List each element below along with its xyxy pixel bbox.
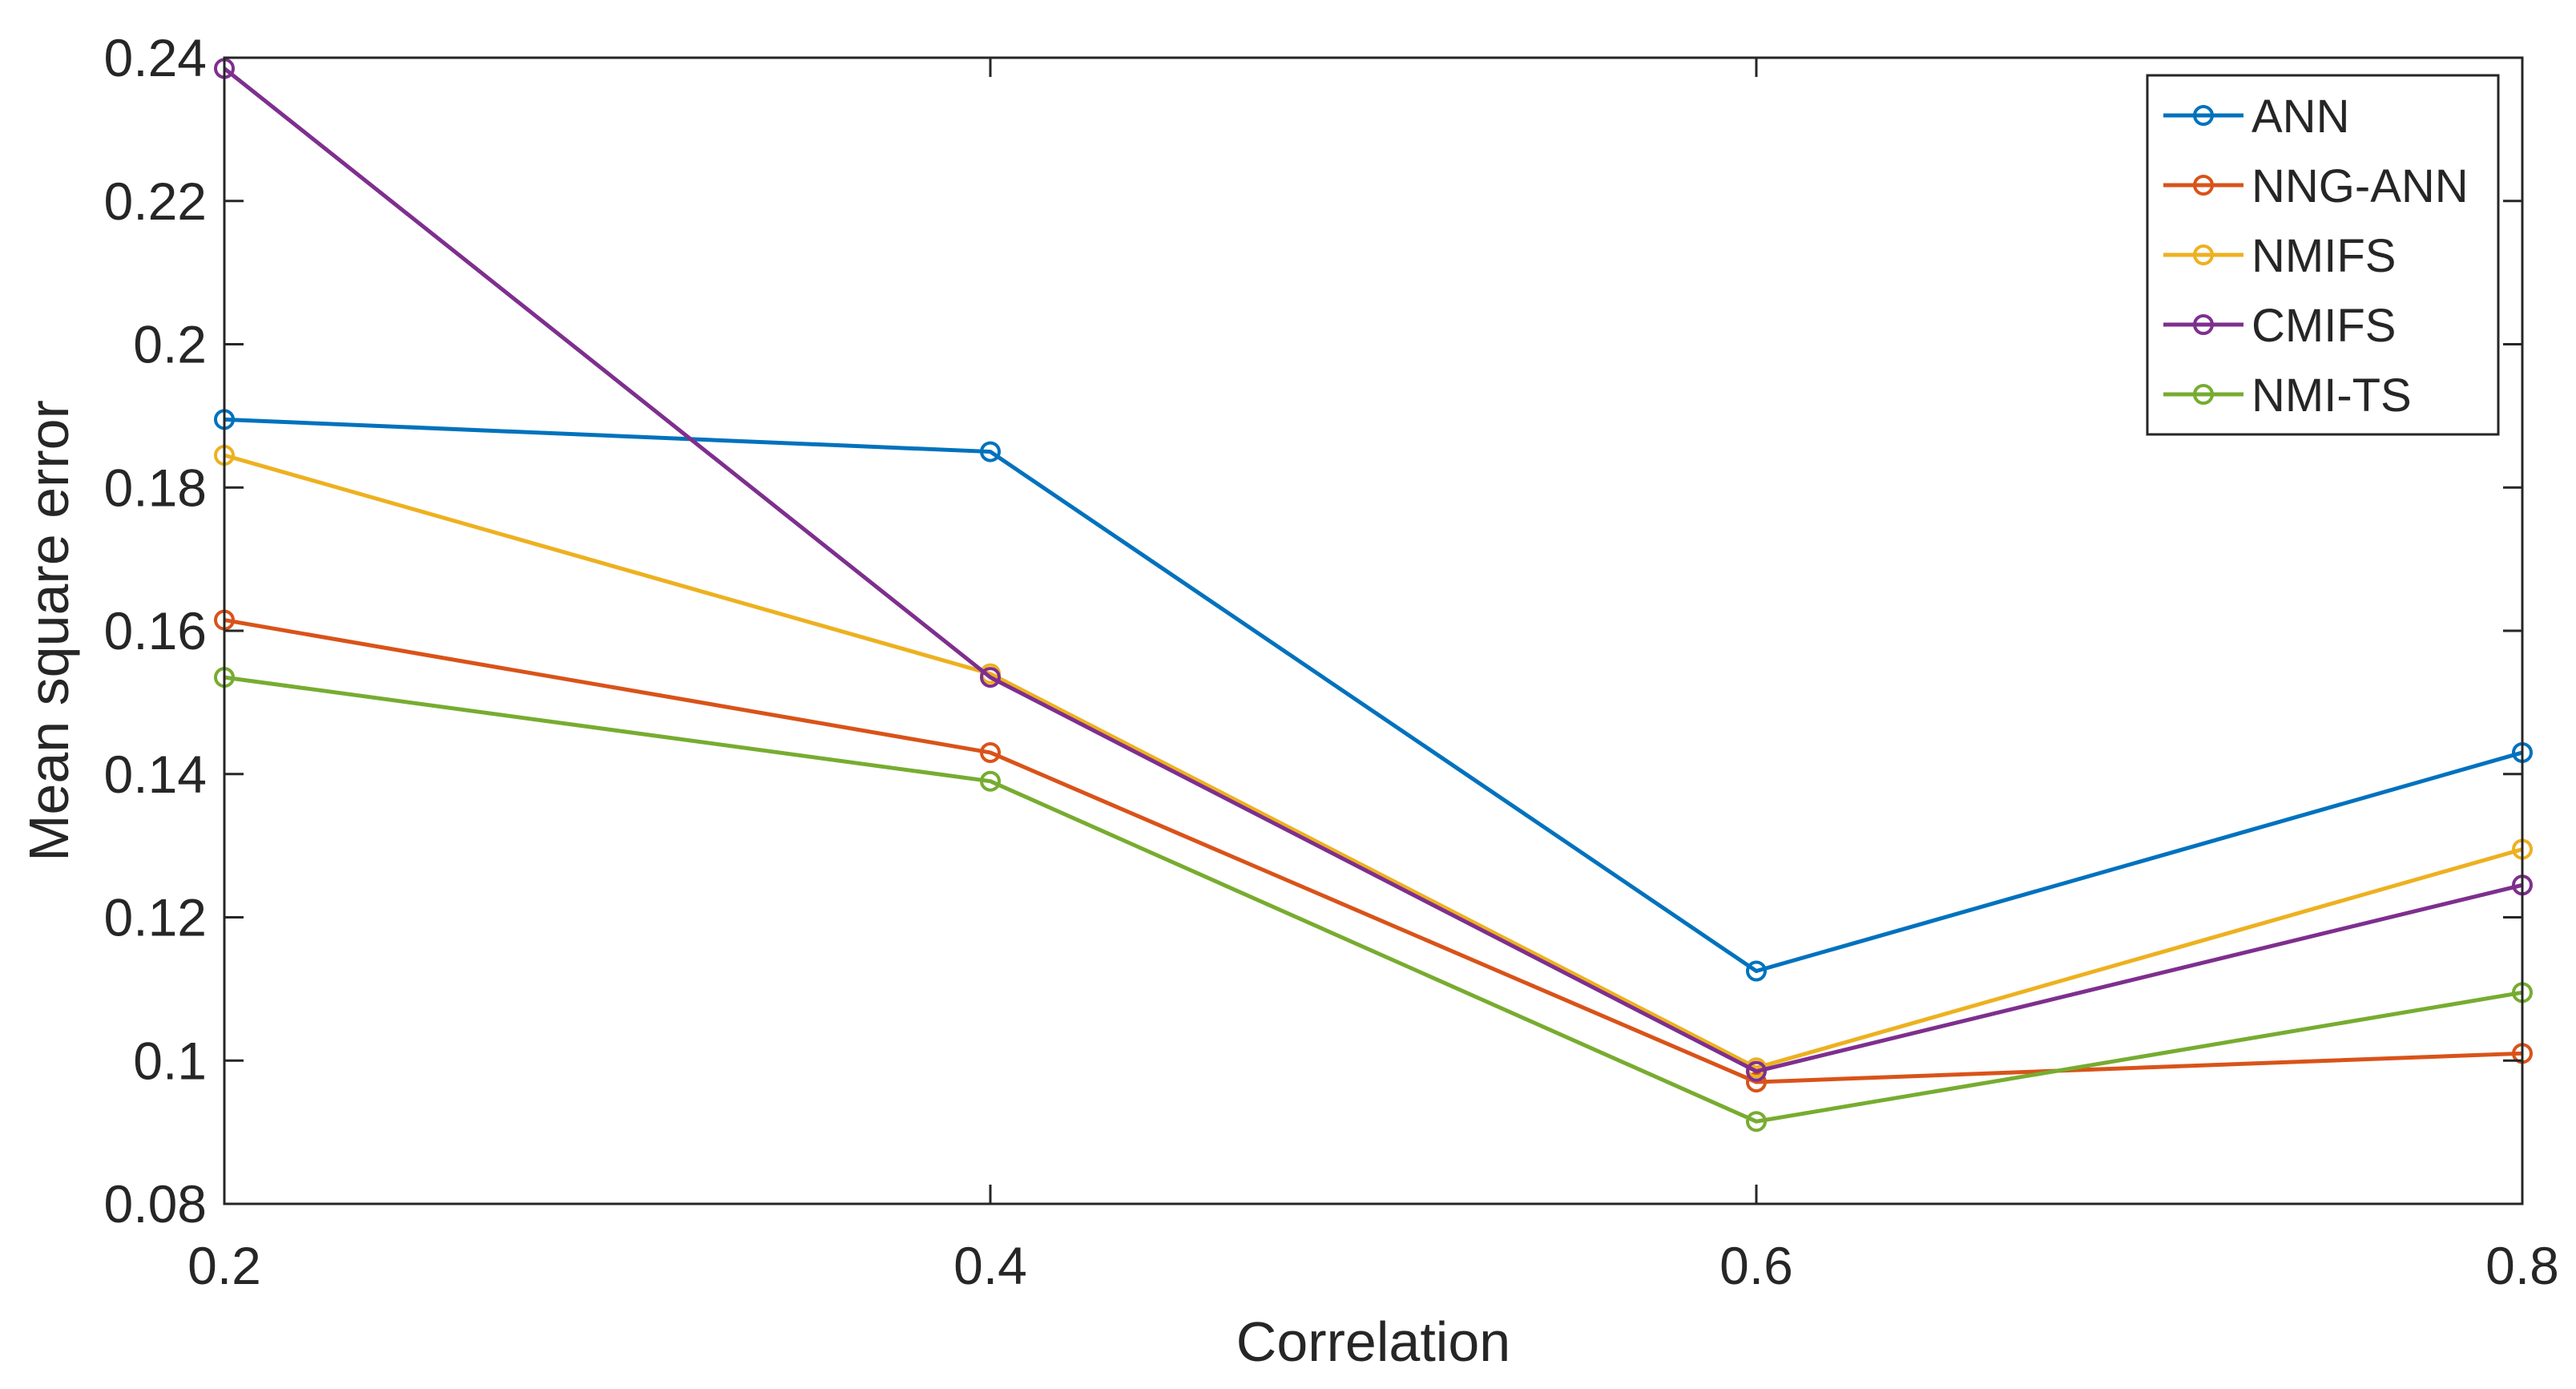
x-tick-label: 0.2 xyxy=(187,1236,261,1295)
legend-swatch-marker xyxy=(2193,314,2214,335)
legend-swatch-marker xyxy=(2193,384,2214,405)
legend-label: NNG-ANN xyxy=(2251,160,2469,212)
y-tick-label: 0.14 xyxy=(104,745,207,804)
x-tick-label: 0.6 xyxy=(1719,1236,1793,1295)
y-tick-label: 0.24 xyxy=(104,28,207,87)
legend-item-nmifs: NMIFS xyxy=(2163,230,2396,282)
y-tick-label: 0.1 xyxy=(133,1031,207,1090)
x-tick-label: 0.4 xyxy=(953,1236,1027,1295)
y-tick-label: 0.22 xyxy=(104,172,207,231)
y-tick-label: 0.2 xyxy=(133,315,207,374)
series-line-nmifs xyxy=(224,453,2523,1070)
data-point-nng-ann xyxy=(980,741,1001,763)
legend-label: ANN xyxy=(2251,91,2349,143)
legend-label: NMIFS xyxy=(2251,230,2396,282)
x-tick-label: 0.8 xyxy=(2485,1236,2559,1295)
data-point-nmi-ts xyxy=(980,770,1001,792)
y-axis-label: Mean square error xyxy=(18,400,80,862)
legend: ANN NNG-ANN NMIFS CMIFS NMI-TS xyxy=(2146,74,2500,436)
y-tick-label: 0.18 xyxy=(104,458,207,517)
legend-swatch-marker xyxy=(2193,105,2214,126)
data-point-ann xyxy=(1746,960,1767,982)
series-line-ann xyxy=(224,417,2523,974)
series-line-nng-ann xyxy=(224,618,2523,1084)
data-point-cmifs xyxy=(980,667,1001,688)
series-line-cmifs xyxy=(223,67,2523,1074)
legend-item-cmifs: CMIFS xyxy=(2163,300,2396,352)
data-point-ann xyxy=(980,441,1001,462)
series-layer xyxy=(214,58,2533,1133)
y-tick-label: 0.08 xyxy=(104,1174,207,1234)
data-point-nmi-ts xyxy=(1746,1111,1767,1133)
series-line-nmi-ts xyxy=(224,675,2523,1124)
legend-label: CMIFS xyxy=(2251,300,2396,352)
axis-ticks: 0.2 0.4 0.6 0.8 0.08 0.1 0.12 0.14 0.16 0.18 0.2 0.… xyxy=(104,28,2559,1295)
legend-swatch-marker xyxy=(2193,244,2214,265)
legend-item-nmi-ts: NMI-TS xyxy=(2163,369,2412,422)
x-axis-label: Correlation xyxy=(1236,1310,1510,1373)
y-tick-label: 0.12 xyxy=(104,888,207,947)
legend-label: NMI-TS xyxy=(2251,369,2412,422)
legend-swatch-marker xyxy=(2193,175,2214,196)
legend-item-nng-ann: NNG-ANN xyxy=(2163,160,2469,212)
y-tick-label: 0.16 xyxy=(104,601,207,660)
legend-item-ann: ANN xyxy=(2163,91,2349,143)
data-point-cmifs xyxy=(1746,1060,1767,1082)
